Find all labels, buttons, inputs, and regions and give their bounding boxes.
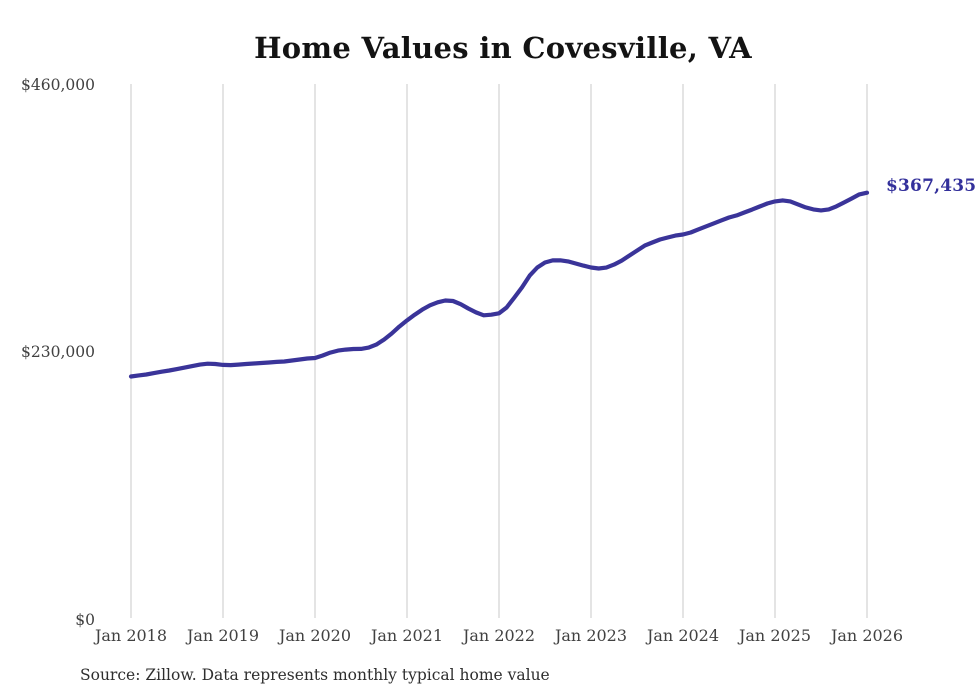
gridlines-group	[130, 84, 868, 618]
chart-title: Home Values in Covesville, VA	[254, 31, 752, 65]
x-axis-tick-jan-2018: Jan 2018	[94, 626, 168, 645]
y-axis-tick-0: $0	[75, 611, 95, 629]
x-axis-tick-jan-2026: Jan 2026	[830, 626, 904, 645]
x-axis-tick-jan-2024: Jan 2024	[646, 626, 720, 645]
x-axis-tick-jan-2020: Jan 2020	[278, 626, 352, 645]
home-value-line	[128, 190, 870, 379]
x-axis-tick-jan-2019: Jan 2019	[186, 626, 260, 645]
y-axis-tick-230000: $230,000	[21, 343, 95, 361]
x-axis-tick-jan-2025: Jan 2025	[738, 626, 812, 645]
source-note: Source: Zillow. Data represents monthly …	[80, 666, 550, 684]
y-axis-tick-460000: $460,000	[21, 76, 95, 94]
x-axis-tick-jan-2021: Jan 2021	[370, 626, 444, 645]
x-axis-tick-jan-2023: Jan 2023	[554, 626, 628, 645]
latest-value-label: $367,435	[886, 176, 977, 196]
x-axis-tick-jan-2022: Jan 2022	[462, 626, 536, 645]
